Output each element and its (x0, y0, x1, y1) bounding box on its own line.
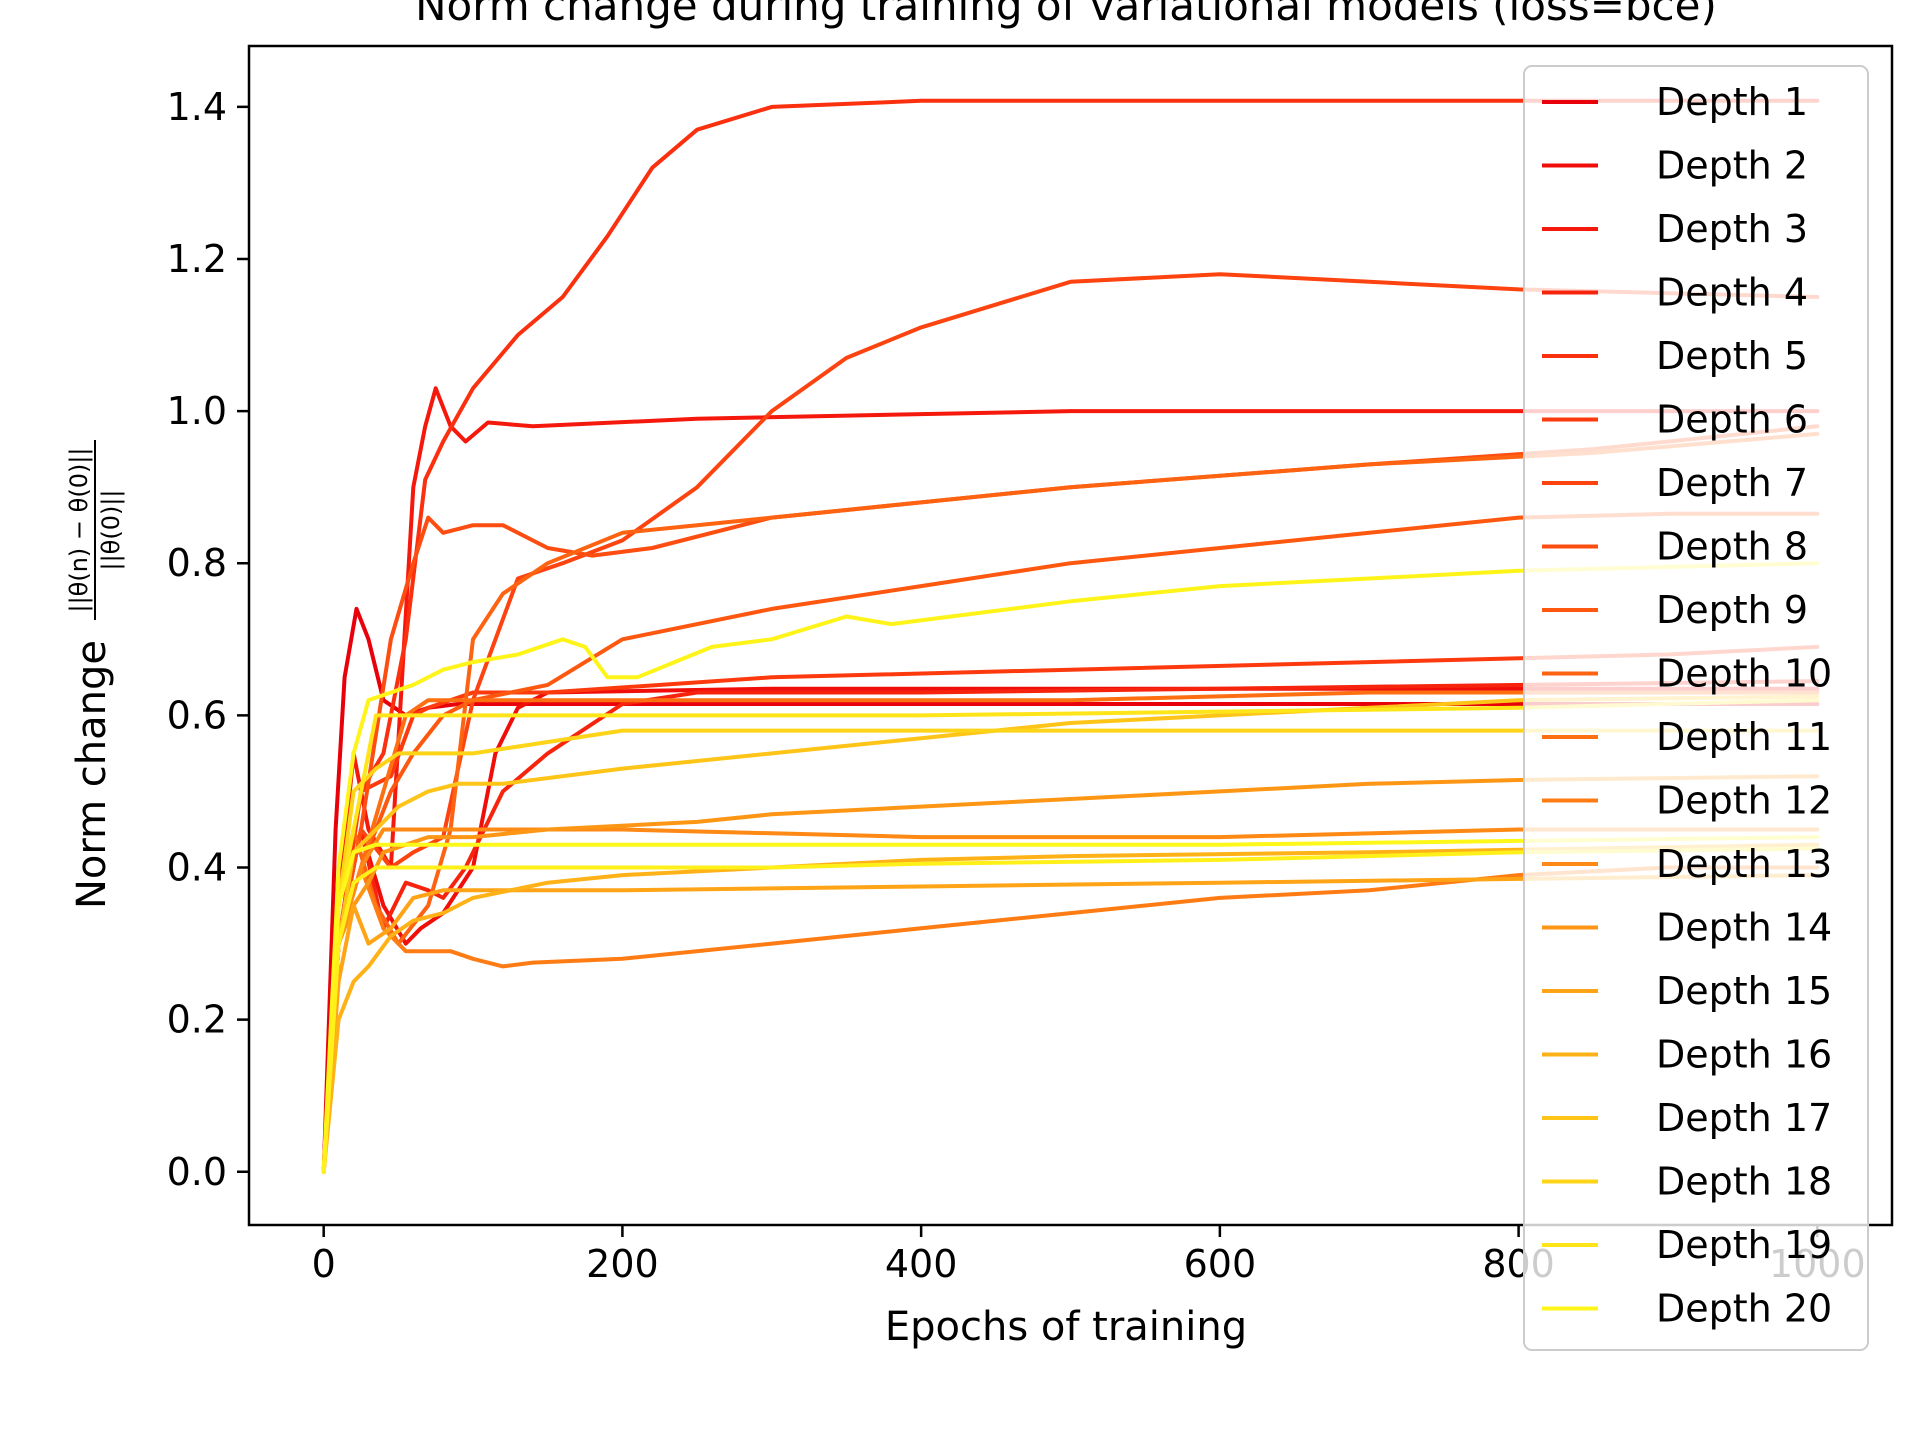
x-tick-label: 400 (885, 1242, 958, 1286)
x-axis-label: Epochs of training (885, 1304, 1247, 1350)
y-axis-label-text: Norm change (69, 640, 115, 909)
legend-label-10: Depth 10 (1656, 652, 1832, 696)
legend-label-15: Depth 15 (1656, 969, 1832, 1013)
y-axis-label-numerator: ||θ(n) − θ(0)|| (65, 447, 93, 612)
legend-label-9: Depth 9 (1656, 588, 1808, 632)
legend-label-4: Depth 4 (1656, 271, 1808, 315)
series-line-9 (321, 511, 1820, 1174)
series-line-5 (321, 98, 1820, 1174)
plot-area: 02004006008001000 0.00.20.40.60.81.01.21… (167, 44, 1894, 1286)
series-line-20 (321, 561, 1820, 1174)
legend-label-1: Depth 1 (1656, 80, 1808, 124)
y-tick-label: 0.6 (167, 693, 227, 737)
y-tick-label: 1.2 (167, 237, 227, 281)
legend: Depth 1 Depth 2 Depth 3 Depth 4 Depth 5 Depth… (1523, 65, 1869, 1351)
legend-frame (1523, 65, 1869, 1351)
y-axis-label: Norm change ||θ(n) − θ(0)|| ||θ(0)|| (65, 440, 125, 909)
series-line-16 (321, 842, 1820, 1174)
legend-label-19: Depth 19 (1656, 1223, 1832, 1267)
legend-label-6: Depth 6 (1656, 398, 1808, 442)
legend-label-16: Depth 16 (1656, 1033, 1832, 1077)
series-line-14 (321, 774, 1820, 1174)
y-tick-label: 1.4 (167, 85, 227, 129)
series-lines (321, 98, 1820, 1174)
series-line-13 (321, 827, 1820, 1174)
y-tick-label: 0.4 (167, 845, 227, 889)
x-tick-label: 0 (312, 1242, 336, 1286)
y-tick-label: 0.8 (167, 541, 227, 585)
legend-label-7: Depth 7 (1656, 461, 1808, 505)
legend-label-12: Depth 12 (1656, 779, 1832, 823)
legend-label-5: Depth 5 (1656, 334, 1808, 378)
legend-label-17: Depth 17 (1656, 1096, 1832, 1140)
series-line-21 (321, 835, 1820, 1174)
y-axis-label-denominator: ||θ(0)|| (97, 489, 125, 570)
series-line-22 (321, 846, 1820, 1174)
legend-label-8: Depth 8 (1656, 525, 1808, 569)
legend-items: Depth 1 Depth 2 Depth 3 Depth 4 Depth 5 Depth… (1542, 80, 1832, 1331)
y-tick-label: 0.2 (167, 998, 227, 1042)
y-axis: 0.0 0.2 0.4 0.6 0.8 1.0 1.2 1.4 (167, 85, 249, 1194)
plot-frame (247, 44, 1894, 1227)
x-tick-label: 600 (1184, 1242, 1257, 1286)
y-tick-label: 1.0 (167, 389, 227, 433)
legend-label-11: Depth 11 (1656, 715, 1832, 759)
series-line-12 (321, 865, 1820, 1174)
y-tick-label: 0.0 (167, 1150, 227, 1194)
legend-label-18: Depth 18 (1656, 1160, 1832, 1204)
legend-label-2: Depth 2 (1656, 144, 1808, 188)
legend-label-14: Depth 14 (1656, 906, 1832, 950)
x-tick-label: 200 (586, 1242, 659, 1286)
chart-title: Norm change during training of variation… (415, 0, 1717, 30)
series-line-18 (321, 728, 1820, 1174)
series-line-3 (321, 386, 1820, 1174)
legend-label-3: Depth 3 (1656, 207, 1808, 251)
legend-label-13: Depth 13 (1656, 842, 1832, 886)
legend-label-20: Depth 20 (1656, 1287, 1832, 1331)
series-line-19 (321, 698, 1820, 1174)
series-line-15 (321, 873, 1820, 1174)
